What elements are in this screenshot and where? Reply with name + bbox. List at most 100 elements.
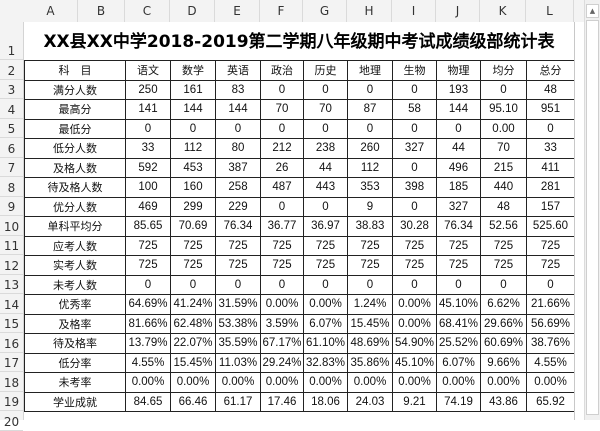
data-cell[interactable]: 144	[436, 99, 481, 120]
data-cell[interactable]: 44	[303, 157, 348, 178]
row-label-cell[interactable]: 未考人数	[24, 274, 126, 295]
data-cell[interactable]: 95.10	[480, 99, 527, 120]
data-cell[interactable]: 0	[170, 274, 216, 295]
data-cell[interactable]: 250	[125, 79, 171, 100]
data-cell[interactable]: 238	[303, 138, 348, 159]
data-cell[interactable]: 725	[526, 235, 575, 256]
data-cell[interactable]: 212	[260, 138, 304, 159]
data-cell[interactable]: 87	[347, 99, 393, 120]
data-cell[interactable]: 725	[392, 235, 437, 256]
data-cell[interactable]: 0	[303, 274, 348, 295]
data-cell[interactable]: 0.00%	[170, 372, 216, 393]
data-cell[interactable]: 112	[170, 138, 216, 159]
data-cell[interactable]: 17.46	[260, 391, 304, 412]
data-cell[interactable]: 3.59%	[260, 313, 304, 334]
data-cell[interactable]: 61.17	[215, 391, 261, 412]
row-header-3[interactable]: 3	[0, 80, 23, 99]
data-cell[interactable]: 141	[125, 99, 171, 120]
data-cell[interactable]: 193	[436, 79, 481, 100]
data-cell[interactable]: 0	[215, 274, 261, 295]
column-header-k[interactable]: K	[480, 0, 526, 22]
data-cell[interactable]: 725	[436, 255, 481, 276]
data-cell[interactable]: 29.24%	[260, 352, 304, 373]
data-cell[interactable]: 81.66%	[125, 313, 171, 334]
data-cell[interactable]: 18.06	[303, 391, 348, 412]
row-header-1[interactable]: 1	[0, 22, 23, 60]
data-cell[interactable]: 144	[170, 99, 216, 120]
data-cell[interactable]: 725	[170, 255, 216, 276]
data-cell[interactable]: 487	[260, 177, 304, 198]
row-header-4[interactable]: 4	[0, 99, 23, 119]
data-cell[interactable]: 21.66%	[526, 294, 575, 315]
scroll-up-arrow-icon[interactable]: ▲	[586, 4, 599, 18]
data-cell[interactable]: 0	[436, 118, 481, 139]
data-cell[interactable]: 398	[392, 177, 437, 198]
data-cell[interactable]: 76.34	[436, 216, 481, 237]
data-cell[interactable]: 0.00%	[436, 372, 481, 393]
data-cell[interactable]: 725	[480, 235, 527, 256]
data-cell[interactable]: 31.59%	[215, 294, 261, 315]
data-cell[interactable]: 725	[392, 255, 437, 276]
row-header-8[interactable]: 8	[0, 177, 23, 197]
data-cell[interactable]: 0	[260, 196, 304, 217]
scrollbar-thumb[interactable]	[586, 20, 599, 415]
row-label-cell[interactable]: 待及格率	[24, 333, 126, 354]
data-cell[interactable]: 56.69%	[526, 313, 575, 334]
data-cell[interactable]: 469	[125, 196, 171, 217]
data-cell[interactable]: 443	[303, 177, 348, 198]
data-cell[interactable]: 0	[347, 274, 393, 295]
row-label-cell[interactable]: 应考人数	[24, 235, 126, 256]
data-cell[interactable]: 70	[260, 99, 304, 120]
row-label-cell[interactable]: 学业成就	[24, 391, 126, 412]
row-header-18[interactable]: 18	[0, 372, 23, 392]
data-cell[interactable]: 0	[260, 79, 304, 100]
data-cell[interactable]: 43.86	[480, 391, 527, 412]
data-cell[interactable]: 725	[260, 255, 304, 276]
data-cell[interactable]: 725	[347, 235, 393, 256]
subject-header-cell[interactable]: 数学	[170, 60, 216, 81]
data-cell[interactable]: 260	[347, 138, 393, 159]
row-header-5[interactable]: 5	[0, 119, 23, 138]
data-cell[interactable]: 33	[125, 138, 171, 159]
column-header-f[interactable]: F	[260, 0, 303, 22]
subject-header-cell[interactable]: 均分	[480, 60, 527, 81]
data-cell[interactable]: 65.92	[526, 391, 575, 412]
data-cell[interactable]: 13.79%	[125, 333, 171, 354]
row-label-cell[interactable]: 待及格人数	[24, 177, 126, 198]
data-cell[interactable]: 185	[436, 177, 481, 198]
data-cell[interactable]: 80	[215, 138, 261, 159]
subject-header-cell[interactable]: 生物	[392, 60, 437, 81]
data-cell[interactable]: 0	[436, 274, 481, 295]
data-cell[interactable]: 725	[480, 255, 527, 276]
data-cell[interactable]: 6.07%	[436, 352, 481, 373]
data-cell[interactable]: 83	[215, 79, 261, 100]
column-header-i[interactable]: I	[392, 0, 436, 22]
data-cell[interactable]: 11.03%	[215, 352, 261, 373]
data-cell[interactable]: 6.07%	[303, 313, 348, 334]
data-cell[interactable]: 70	[303, 99, 348, 120]
column-header-a[interactable]: A	[24, 0, 78, 22]
data-cell[interactable]: 9.21	[392, 391, 437, 412]
data-cell[interactable]: 70	[480, 138, 527, 159]
data-cell[interactable]: 66.46	[170, 391, 216, 412]
data-cell[interactable]: 215	[480, 157, 527, 178]
data-cell[interactable]: 6.62%	[480, 294, 527, 315]
data-cell[interactable]: 35.59%	[215, 333, 261, 354]
data-cell[interactable]: 76.34	[215, 216, 261, 237]
data-cell[interactable]: 0.00%	[260, 294, 304, 315]
row-header-10[interactable]: 10	[0, 216, 23, 236]
column-header-e[interactable]: E	[215, 0, 260, 22]
subject-header-cell[interactable]: 政治	[260, 60, 304, 81]
data-cell[interactable]: 48.69%	[347, 333, 393, 354]
data-cell[interactable]: 22.07%	[170, 333, 216, 354]
data-cell[interactable]: 0	[347, 79, 393, 100]
row-label-cell[interactable]: 优秀率	[24, 294, 126, 315]
data-cell[interactable]: 951	[526, 99, 575, 120]
column-header-j[interactable]: J	[436, 0, 480, 22]
column-header-d[interactable]: D	[170, 0, 215, 22]
sheet-title-cell[interactable]: XX县XX中学2018-2019第二学期八年级期中考试成绩级部统计表	[43, 32, 555, 52]
row-header-2[interactable]: 2	[0, 60, 23, 80]
data-cell[interactable]: 0	[125, 274, 171, 295]
data-cell[interactable]: 85.65	[125, 216, 171, 237]
data-cell[interactable]: 229	[215, 196, 261, 217]
